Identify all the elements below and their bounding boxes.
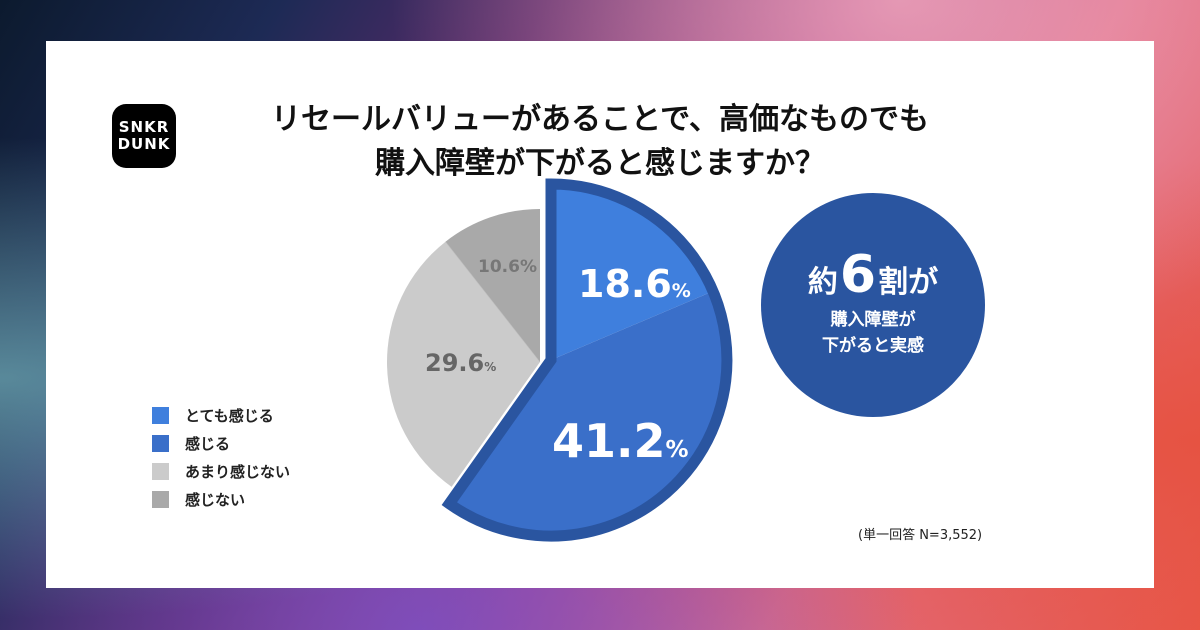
title-line2: 購入障壁が下がると感じますか？ bbox=[375, 146, 825, 181]
label-not-much: 29.6% bbox=[425, 349, 497, 377]
legend-swatch bbox=[152, 434, 169, 452]
highlight-outline bbox=[441, 178, 733, 542]
legend-item-not-much: あまり感じない bbox=[152, 457, 290, 485]
legend: とても感じる 感じる あまり感じない 感じない bbox=[152, 401, 290, 513]
callout-headline: 約 6 割が bbox=[807, 245, 939, 305]
slice-not bbox=[445, 209, 540, 362]
slice-very bbox=[551, 184, 713, 360]
slice-not-much bbox=[387, 241, 540, 487]
legend-item-very: とても感じる bbox=[152, 401, 290, 429]
title-line1: リセールバリューがあることで、高価なものでも bbox=[271, 102, 929, 137]
summary-callout: 約 6 割が 購入障壁が 下がると実感 bbox=[761, 193, 985, 417]
legend-swatch bbox=[152, 490, 169, 508]
label-not: 10.6% bbox=[478, 257, 537, 277]
slice-feel bbox=[449, 291, 728, 537]
legend-item-not: 感じない bbox=[152, 485, 290, 513]
logo-line2: DUNK bbox=[117, 135, 171, 153]
label-feel: 41.2% bbox=[552, 414, 689, 468]
logo-line1: SNKR bbox=[118, 118, 170, 136]
snkrdunk-logo: SNKR DUNK bbox=[112, 104, 176, 168]
legend-swatch bbox=[152, 462, 169, 480]
chart-title: リセールバリューがあることで、高価なものでも 購入障壁が下がると感じますか？ bbox=[190, 98, 1010, 186]
legend-item-feel: 感じる bbox=[152, 429, 290, 457]
callout-subtext: 購入障壁が 下がると実感 bbox=[822, 310, 924, 356]
highlight-group bbox=[441, 178, 733, 542]
label-very: 18.6% bbox=[578, 262, 691, 306]
sample-size-note: (単一回答 N=3,552) bbox=[858, 528, 983, 543]
legend-swatch bbox=[152, 406, 169, 424]
